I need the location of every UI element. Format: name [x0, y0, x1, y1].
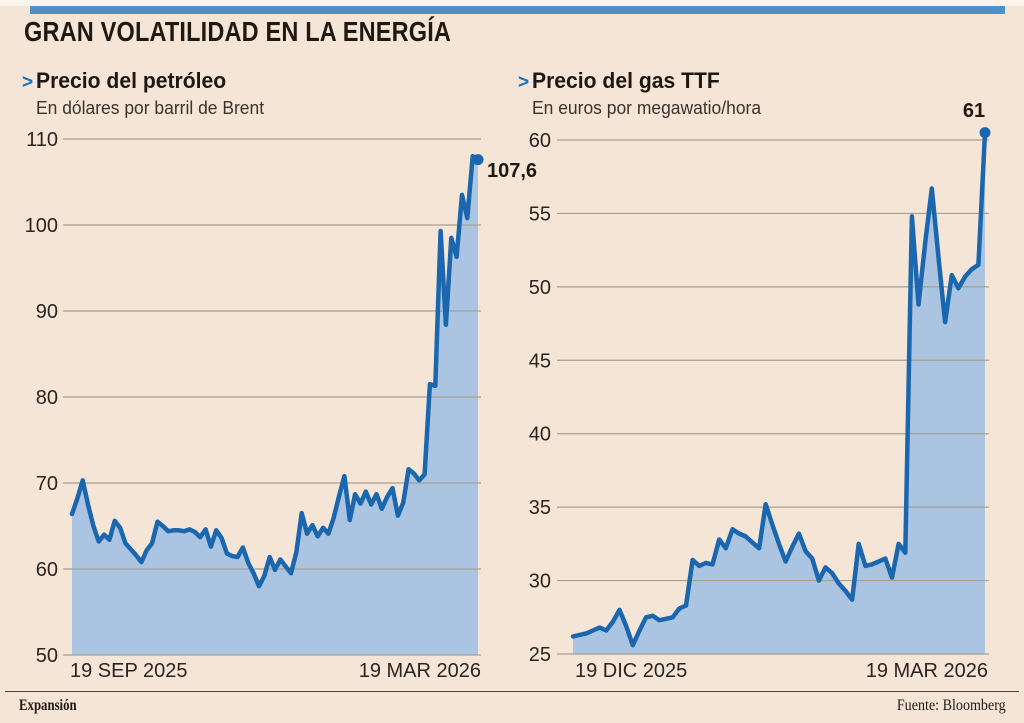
- y-tick-label: 70: [36, 473, 58, 495]
- y-tick-label: 60: [529, 130, 551, 152]
- y-tick-label: 45: [529, 350, 551, 372]
- y-tick-label: 50: [529, 277, 551, 299]
- price-line: [570, 130, 988, 648]
- oil-chart-subtitle: En dólares por barril de Brent: [36, 98, 265, 118]
- y-tick-label: 35: [529, 497, 551, 519]
- y-tick-label: 90: [36, 301, 58, 323]
- accent-bar: [30, 6, 1005, 14]
- y-tick-label: 80: [36, 387, 58, 409]
- gas-chart-header: > Precio del gas TTF En euros por megawa…: [518, 68, 768, 119]
- top-margin-strip: [0, 0, 1024, 6]
- gas-chart: 60 55 50 45 40 35 30 25 19 DIC 2025 19 MAR 2026: [529, 127, 991, 682]
- oil-end-value-label: 107,6: [487, 160, 538, 182]
- y-tick-label: 40: [529, 424, 551, 446]
- end-point-dot: [472, 154, 484, 166]
- end-point-dot: [979, 127, 991, 139]
- y-tick-label: 50: [36, 645, 58, 667]
- y-tick-label: 100: [25, 215, 58, 237]
- chevron-right-icon: >: [518, 72, 530, 93]
- oil-chart-header: > Precio del petróleo En dólares por bar…: [22, 68, 271, 119]
- oil-chart: 110 100 90 80 70 60 50 19 SEP 2025 19 MAR 2026: [25, 129, 484, 682]
- x-tick-label: 19 MAR 2026: [359, 660, 481, 682]
- gas-chart-subtitle: En euros por megawatio/hora: [532, 98, 762, 118]
- y-tick-label: 55: [529, 203, 551, 225]
- area-fill: [573, 132, 985, 654]
- x-tick-label: 19 DIC 2025: [575, 660, 687, 682]
- source-credit: Fuente: Bloomberg: [897, 697, 1006, 714]
- y-tick-label: 25: [529, 644, 551, 666]
- page-title: GRAN VOLATILIDAD EN LA ENERGÍA: [24, 16, 452, 47]
- area-fill: [72, 156, 478, 655]
- oil-chart-title: Precio del petróleo: [36, 68, 227, 93]
- footer-divider: [5, 691, 1019, 692]
- x-tick-label: 19 SEP 2025: [70, 660, 188, 682]
- y-tick-label: 60: [36, 559, 58, 581]
- chevron-right-icon: >: [22, 72, 34, 93]
- x-tick-label: 19 MAR 2026: [866, 660, 988, 682]
- publication-logo: Expansión: [19, 697, 77, 714]
- y-tick-label: 30: [529, 571, 551, 593]
- gas-chart-title: Precio del gas TTF: [532, 68, 720, 93]
- price-line: [69, 153, 481, 589]
- gas-end-value-label: 61: [962, 100, 986, 122]
- y-tick-label: 110: [26, 129, 58, 151]
